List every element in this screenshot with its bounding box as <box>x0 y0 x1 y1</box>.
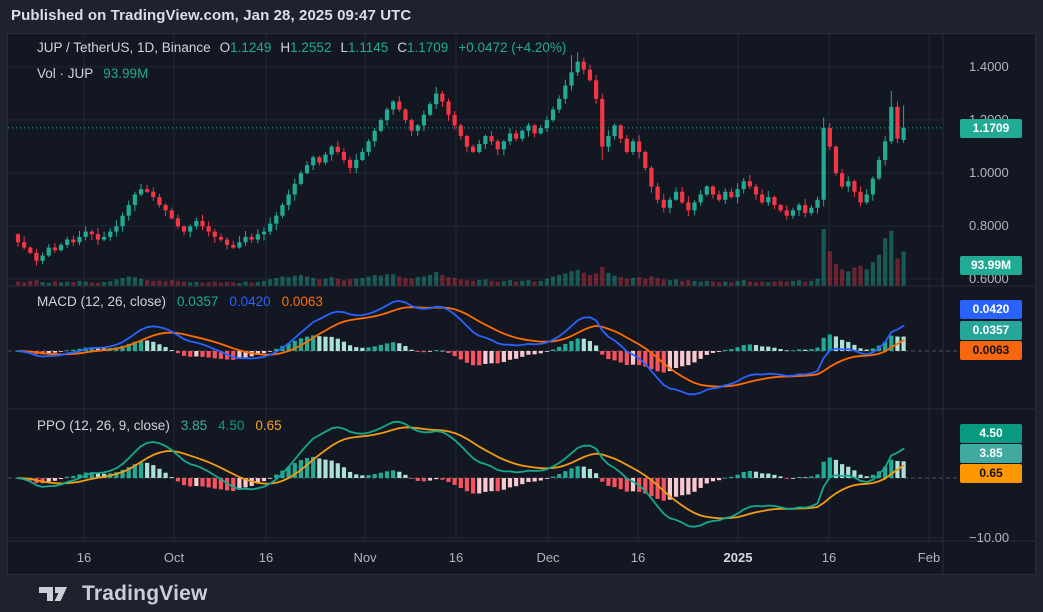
ppo-legend: PPO (12, 26, 9, close) 3.85 4.50 0.65 <box>37 418 282 433</box>
macd-line-badge: 0.0420 <box>960 299 1022 319</box>
time-tick: 16 <box>821 550 837 565</box>
time-tick: Feb <box>917 550 941 565</box>
time-tick: 16 <box>76 550 92 565</box>
volume-legend: Vol · JUP 93.99M <box>37 66 148 81</box>
volume-value: 93.99M <box>103 66 149 81</box>
time-tick: 16 <box>258 550 274 565</box>
published-header: Published on TradingView.com, Jan 28, 20… <box>0 0 1043 33</box>
price-tick: −10.00 <box>969 530 1010 545</box>
indicator-value: 0.0063 <box>281 294 323 309</box>
chart-container[interactable]: JUP / TetherUS, 1D, Binance O1.1249 H1.255… <box>7 33 1036 575</box>
price-tick: 0.8000 <box>969 218 1009 233</box>
indicator-value: 0.0357 <box>177 294 219 309</box>
published-text: Published on TradingView.com, Jan 28, 20… <box>11 7 412 24</box>
last-price-badge: 1.1709 <box>960 118 1022 138</box>
indicator-value: 0.0420 <box>229 294 271 309</box>
time-tick: 16 <box>448 550 464 565</box>
time-tick: Oct <box>163 550 185 565</box>
ppo-signal-badge: 0.65 <box>960 463 1022 483</box>
macd-title[interactable]: MACD (12, 26, close) <box>37 294 167 309</box>
indicator-value: 3.85 <box>180 418 208 433</box>
macd-hist-badge: 0.0357 <box>960 320 1022 340</box>
volume-label: Vol · JUP <box>37 66 94 81</box>
indicator-value: 4.50 <box>218 418 245 433</box>
ppo-hist-badge: 3.85 <box>960 443 1022 463</box>
price-tick: 0.6000 <box>969 271 1009 286</box>
macd-values: 0.0357 0.0420 0.0063 <box>166 294 323 309</box>
macd-legend: MACD (12, 26, close) 0.0357 0.0420 0.0063 <box>37 294 323 309</box>
time-tick: Dec <box>536 550 560 565</box>
ohlc-letter: O <box>219 40 231 55</box>
ohlc-letter: H <box>280 40 291 55</box>
ohlc-letter: L <box>340 40 348 55</box>
symbol-legend: JUP / TetherUS, 1D, Binance O1.1249 H1.255… <box>37 40 566 55</box>
change-value: +0.0472 (+4.20%) <box>458 40 567 55</box>
ohlc-value: 1.2552 <box>290 40 332 55</box>
macd-signal-badge: 0.0063 <box>960 340 1022 360</box>
symbol-title[interactable]: JUP / TetherUS, 1D, Binance <box>37 40 211 55</box>
indicator-value: 0.65 <box>255 418 282 433</box>
ohlc-values: O1.1249 H1.2552 L1.1145 C1.1709 <box>211 40 449 55</box>
ohlc-value: 1.1145 <box>347 40 389 55</box>
ppo-line-badge: 4.50 <box>960 423 1022 443</box>
tradingview-logo-icon[interactable] <box>36 583 70 605</box>
ppo-values: 3.85 4.50 0.65 <box>170 418 282 433</box>
ohlc-value: 1.1249 <box>230 40 272 55</box>
time-tick: Nov <box>353 550 377 565</box>
chart-canvas[interactable] <box>8 34 1036 574</box>
ohlc-value: 1.1709 <box>407 40 449 55</box>
price-tick: 1.0000 <box>969 165 1009 180</box>
ohlc-letter: C <box>397 40 408 55</box>
brand-name[interactable]: TradingView <box>82 581 208 605</box>
time-tick: 16 <box>630 550 646 565</box>
ppo-title[interactable]: PPO (12, 26, 9, close) <box>37 418 170 433</box>
time-tick: 2025 <box>723 550 753 565</box>
volume-badge: 93.99M <box>960 255 1022 275</box>
price-tick: 1.4000 <box>969 59 1009 74</box>
footer-bar: TradingView <box>0 575 1043 612</box>
